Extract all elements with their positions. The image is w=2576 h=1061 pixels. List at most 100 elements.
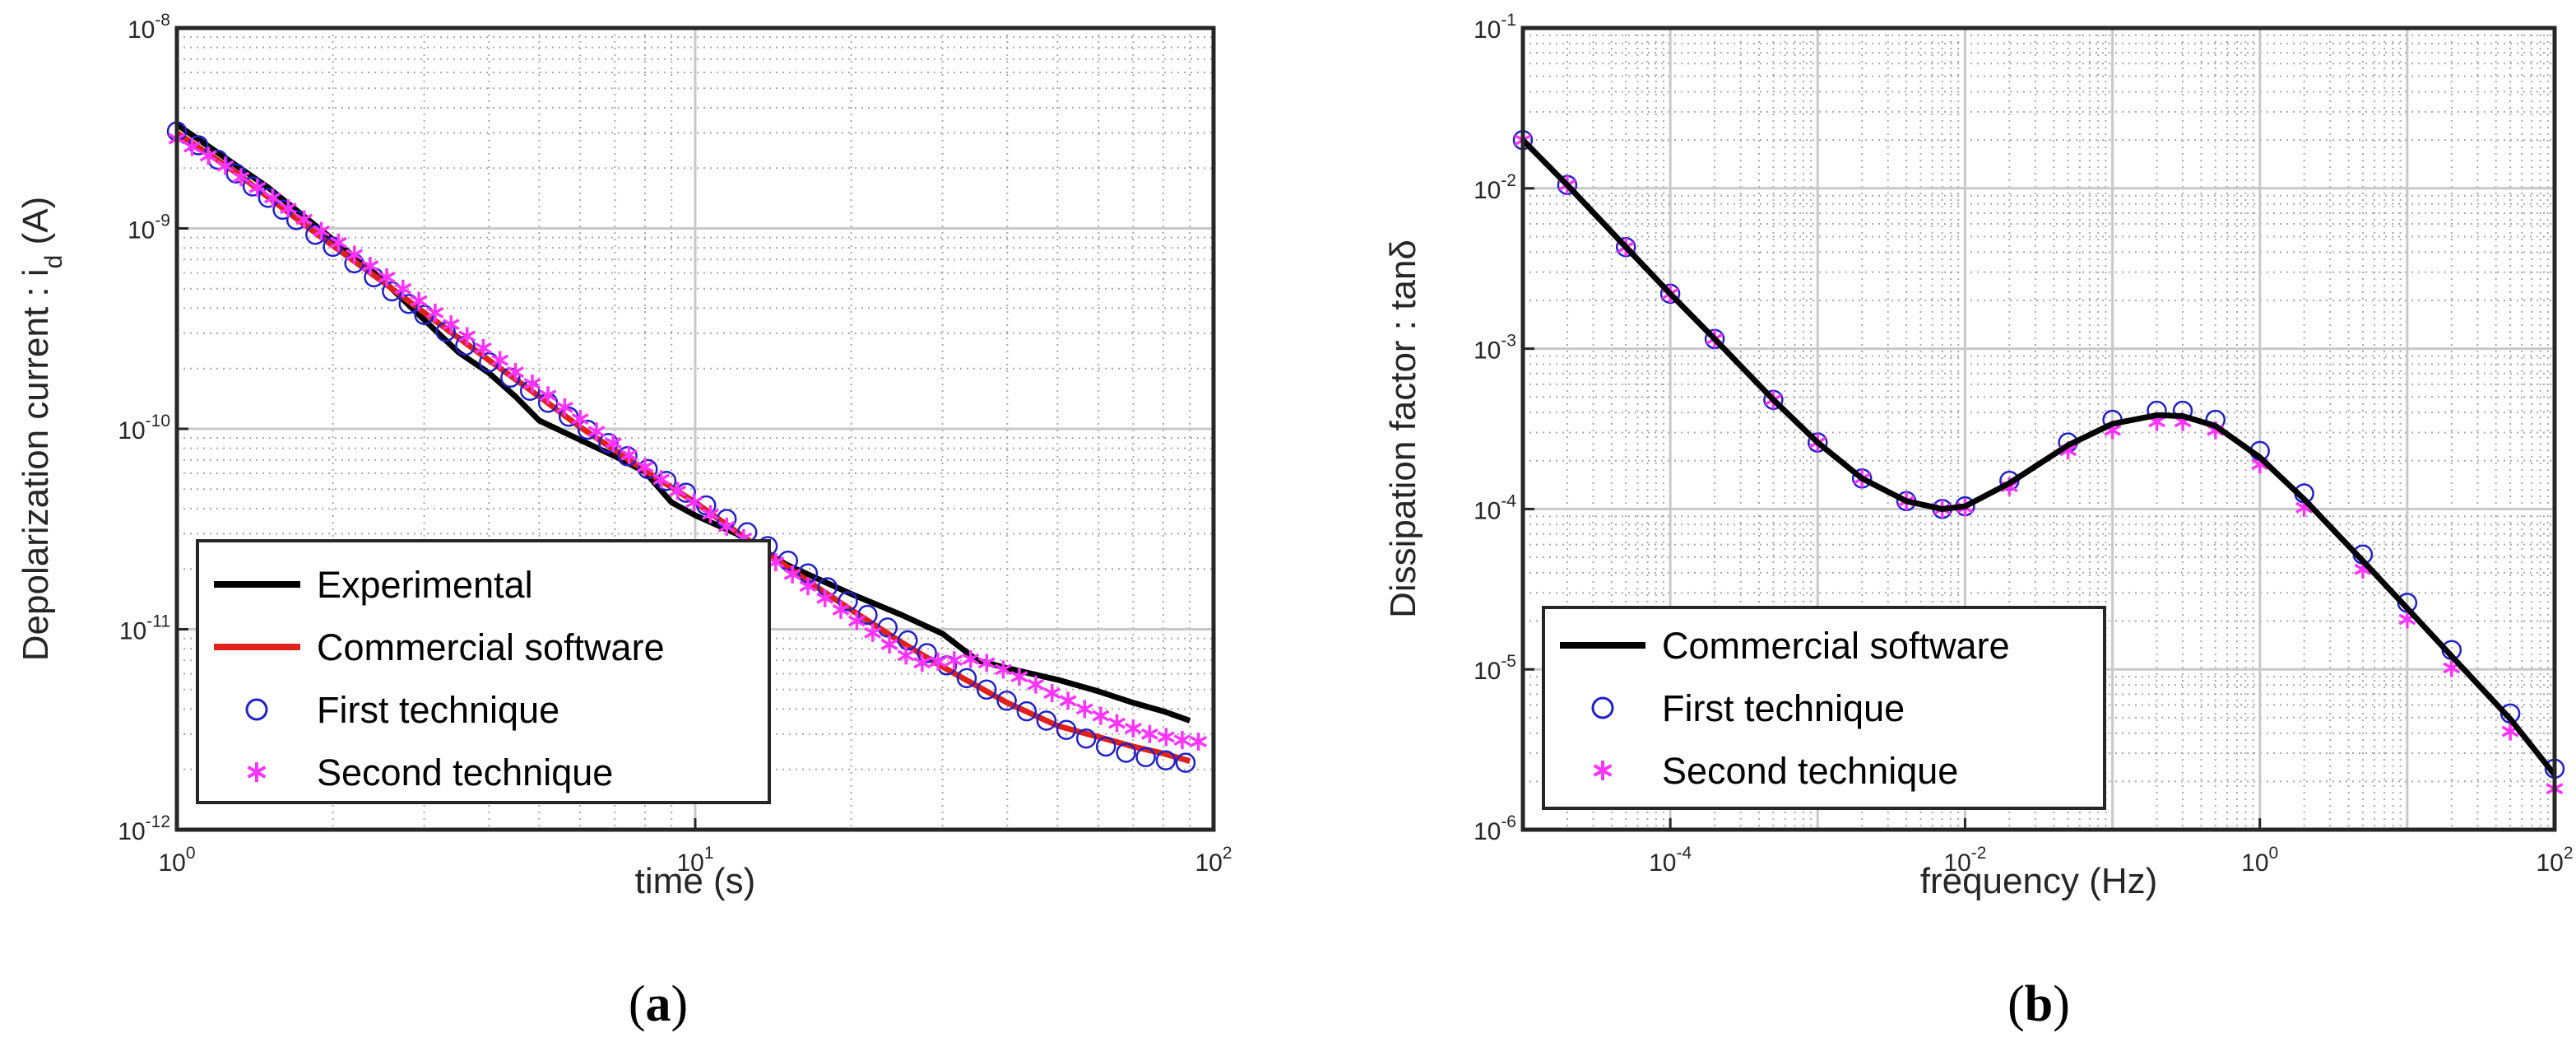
data-point-second-technique [1043,684,1061,703]
data-point-first-technique [877,617,898,638]
data-point-second-technique [361,257,379,276]
data-point-second-technique [1092,706,1110,725]
data-point-second-technique [587,422,606,441]
data-point-second-technique [1010,668,1028,686]
data-point-second-technique [832,600,850,619]
data-point-second-technique [783,565,801,584]
data-point-second-technique [346,245,364,264]
legend-a-first-technique-swatch [245,698,268,721]
data-point-second-technique [329,233,347,252]
panel-a-chart: 100 101 102 10-12 10-11 10-10 10-9 10-8 time (… [16,11,1232,1032]
data-point-second-technique [279,199,297,218]
data-point-second-technique [183,137,201,156]
y-tick-label: 10-4 [1474,491,1516,524]
data-point-second-technique [523,375,541,393]
legend-a-second-technique-swatch [247,762,267,782]
x-tick-label: 100 [2241,844,2278,877]
data-point-first-technique [996,691,1017,711]
data-point-first-technique [1135,747,1156,768]
legend-a-first-technique-label: First technique [317,689,559,731]
data-point-second-technique [897,646,915,665]
panel-b-y-axis-label: Dissipation factor : tanδ [1383,240,1423,618]
data-point-second-technique [458,327,476,346]
data-point-second-technique [232,168,250,187]
data-point-second-technique [799,577,817,596]
panel-b-legend: Commercial software First technique Seco… [1542,606,2106,810]
data-point-first-technique [598,432,619,454]
data-point-second-technique [295,210,313,229]
data-point-second-technique [1190,733,1208,752]
y-tick-label: 10-5 [1474,652,1516,685]
data-point-second-technique [216,156,234,175]
data-point-second-technique [962,649,980,668]
data-point-first-technique [838,591,858,612]
data-point-second-technique [913,654,931,672]
data-point-second-technique [491,351,509,370]
legend-b-second-technique-swatch [1593,761,1613,780]
panel-b-y-ticks: 10-6 10-5 10-4 10-3 10-2 10-1 [1474,11,1534,845]
panel-b-axes-box [1520,26,2557,832]
panel-b-chart: 10-4 10-2 100 102 10-610-510-410-310-210-1 … [1383,11,2574,1032]
data-point-first-technique [1175,752,1196,773]
panel-b-legend-box [1542,606,2106,810]
data-point-second-technique [847,612,866,631]
data-point-second-technique [929,652,947,671]
data-point-second-technique [571,410,589,429]
data-point-second-technique [1124,719,1142,738]
data-point-first-technique [1056,719,1077,740]
data-point-second-technique [977,654,996,672]
data-point-second-technique [669,482,687,500]
data-point-second-technique [1108,714,1126,733]
data-point-first-technique [305,224,326,245]
data-point-first-technique [898,630,918,651]
y-tick-label: 10-9 [128,212,170,244]
data-point-second-technique [1140,724,1158,743]
series-line-commercial-software [175,130,1191,764]
data-point-first-technique [976,679,997,700]
data-point-second-technique [248,178,267,197]
data-point-second-technique [880,635,898,654]
legend-a-experimental-label: Experimental [317,564,533,606]
x-tick-label: 102 [1195,844,1232,877]
panel-a-x-axis-label: time (s) [635,861,756,901]
data-point-second-technique [410,291,428,310]
data-point-second-technique [1059,691,1077,710]
data-point-second-technique [620,445,638,464]
y-tick-label: 10-3 [1474,332,1516,365]
data-point-first-technique [1036,710,1057,731]
data-point-second-technique [945,651,963,670]
panel-a-legend: Experimental Commercial software First t… [196,539,771,804]
data-point-second-technique [1075,700,1093,719]
y-tick-label: 10-6 [1474,812,1516,845]
data-point-second-technique [605,434,622,453]
y-tick-label: 10-12 [118,812,170,845]
data-point-second-technique [507,363,524,382]
legend-b-first-technique-swatch [1591,696,1614,719]
data-point-second-technique [313,221,331,240]
y-tick-label: 10-2 [1474,171,1516,204]
panel-b-x-axis-label: frequency (Hz) [1920,861,2158,901]
data-point-second-technique [816,589,834,607]
data-point-second-technique [702,505,719,524]
x-tick-label: 102 [2536,844,2573,877]
data-point-second-technique [652,470,671,489]
series-line-experimental [175,122,1191,724]
data-point-first-technique [917,643,937,663]
panel-a-data [166,121,1208,773]
y-tick-label: 10-10 [118,412,170,444]
panel-a-y-ticks: 10-12 10-11 10-10 10-9 10-8 [118,11,188,845]
y-tick-label: 10-11 [119,612,170,645]
data-point-second-technique [474,338,492,357]
legend-a-second-technique-label: Second technique [317,752,613,793]
data-point-second-technique [1173,731,1191,750]
panel-a-caption: (a) [629,976,688,1032]
data-point-second-technique [555,398,573,416]
legend-a-commercial-label: Commercial software [317,626,665,668]
legend-b-first-technique-label: First technique [1662,687,1905,729]
panel-a-y-axis-label: Depolarization current : id (A) [16,197,67,661]
data-point-first-technique [1095,736,1116,757]
x-tick-label: 101 [676,844,713,877]
data-point-second-technique [995,660,1012,679]
data-point-second-technique [426,303,444,322]
